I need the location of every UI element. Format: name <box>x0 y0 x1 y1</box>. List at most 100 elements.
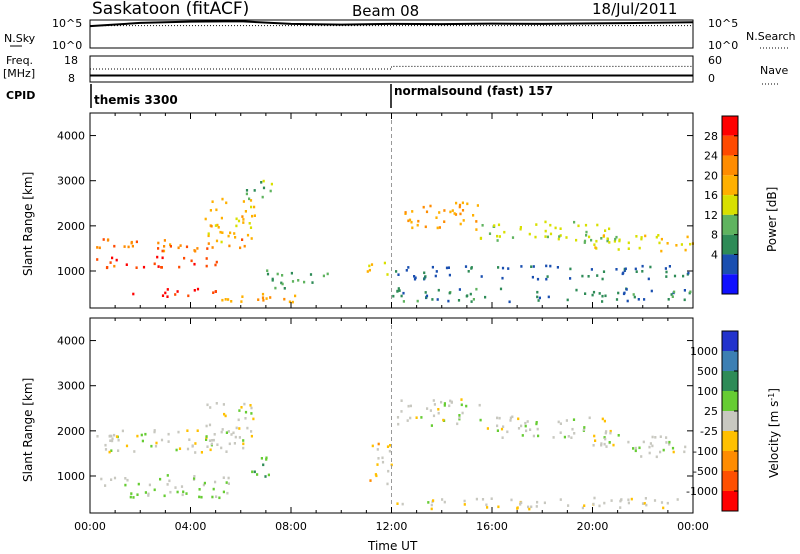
heatmap-cell <box>665 275 668 278</box>
heatmap-cell <box>584 223 588 227</box>
heatmap-cell <box>435 216 438 219</box>
heatmap-cell <box>680 243 683 246</box>
heatmap-cell <box>121 429 124 433</box>
heatmap-cell <box>458 203 462 207</box>
heatmap-cell <box>191 444 194 447</box>
heatmap-cell <box>469 292 472 296</box>
heatmap-cell <box>657 234 660 237</box>
heatmap-cell <box>655 235 658 239</box>
heatmap-cell <box>188 438 191 441</box>
heatmap-cell <box>267 473 270 477</box>
colorbar-swatch <box>722 234 738 255</box>
heatmap-cell <box>253 214 256 217</box>
heatmap-cell <box>283 297 286 301</box>
heatmap-cell <box>641 264 644 268</box>
heatmap-cell <box>150 444 153 448</box>
heatmap-cell <box>478 403 481 407</box>
heatmap-cell <box>648 451 651 455</box>
heatmap-cell <box>535 223 538 226</box>
heatmap-cell <box>653 499 657 502</box>
heatmap-cell <box>587 275 590 278</box>
velocity-panel: 1000 2000 3000 4000 00:00 04:00 08:00 12:00 16:0… <box>21 317 709 553</box>
heatmap-cell <box>624 267 627 271</box>
heatmap-cell <box>664 267 667 270</box>
heatmap-cell <box>136 493 139 496</box>
heatmap-cell <box>219 230 222 234</box>
heatmap-cell <box>381 456 384 460</box>
heatmap-cell <box>536 500 539 504</box>
heatmap-cell <box>250 412 253 415</box>
heatmap-cell <box>520 265 523 268</box>
heatmap-cell <box>153 430 156 434</box>
heatmap-cell <box>215 208 218 212</box>
heatmap-cell <box>212 291 215 294</box>
heatmap-cell <box>124 477 127 480</box>
heatmap-cell <box>604 229 607 232</box>
heatmap-cell <box>198 488 201 491</box>
x-tick-label: 12:00 <box>376 520 408 533</box>
heatmap-cell <box>526 420 529 423</box>
heatmap-cell <box>415 416 418 419</box>
heatmap-cell <box>593 243 596 246</box>
heatmap-cell <box>166 288 169 291</box>
heatmap-cell <box>248 222 251 225</box>
heatmap-cell <box>250 237 253 240</box>
y-tick-label: 1000 <box>57 470 85 483</box>
heatmap-cell <box>520 501 523 504</box>
heatmap-cell <box>113 264 116 268</box>
heatmap-cell <box>167 440 170 443</box>
heatmap-cell <box>147 494 150 497</box>
heatmap-cell <box>366 270 369 273</box>
heatmap-cell <box>211 246 214 249</box>
heatmap-cell <box>274 286 277 290</box>
heatmap-cell <box>632 293 635 296</box>
heatmap-cell <box>237 219 241 223</box>
heatmap-cell <box>488 232 492 235</box>
heatmap-cell <box>507 267 510 270</box>
heatmap-cell <box>167 432 170 436</box>
heatmap-cell <box>622 271 625 275</box>
nsky-label: N.Sky <box>4 32 36 45</box>
heatmap-cell <box>96 435 99 438</box>
heatmap-cell <box>234 435 237 439</box>
heatmap-cell <box>634 449 637 453</box>
beam-title: Beam 08 <box>352 2 419 20</box>
heatmap-cell <box>131 244 134 248</box>
heatmap-cell <box>682 274 685 278</box>
heatmap-cell <box>161 249 164 253</box>
heatmap-cell <box>535 505 538 508</box>
heatmap-cell <box>612 443 615 447</box>
heatmap-cell <box>179 244 182 247</box>
heatmap-cell <box>233 232 236 235</box>
heatmap-cell <box>125 263 128 266</box>
heatmap-cell <box>600 237 603 240</box>
heatmap-cell <box>407 219 410 223</box>
heatmap-cell <box>157 247 160 250</box>
heatmap-cell <box>400 410 403 413</box>
heatmap-cell <box>214 480 217 484</box>
nsearch-tick-bottom: 10^0 <box>708 39 738 52</box>
heatmap-cell <box>222 403 225 406</box>
heatmap-cell <box>501 266 505 270</box>
heatmap-cell <box>233 442 236 445</box>
heatmap-cell <box>193 249 196 252</box>
heatmap-cell <box>493 224 496 227</box>
heatmap-cell <box>420 416 423 419</box>
heatmap-cell <box>432 499 435 502</box>
heatmap-cell <box>450 400 453 404</box>
heatmap-cell <box>402 300 405 303</box>
heatmap-cell <box>630 497 633 501</box>
heatmap-cell <box>610 499 613 502</box>
heatmap-cell <box>214 290 217 293</box>
heatmap-cell <box>638 446 641 450</box>
heatmap-cell <box>443 500 446 504</box>
power-ylabel: Slant Range [km] <box>21 172 35 276</box>
heatmap-cell <box>212 487 215 491</box>
heatmap-cell <box>531 275 534 279</box>
power-panel: 1000 2000 3000 4000 Slant Range [km] <box>21 112 694 309</box>
heatmap-cell <box>111 256 114 260</box>
y-tick-label: 3000 <box>57 380 85 393</box>
heatmap-cell <box>430 507 433 511</box>
heatmap-cell <box>635 270 638 273</box>
heatmap-cell <box>235 426 238 430</box>
